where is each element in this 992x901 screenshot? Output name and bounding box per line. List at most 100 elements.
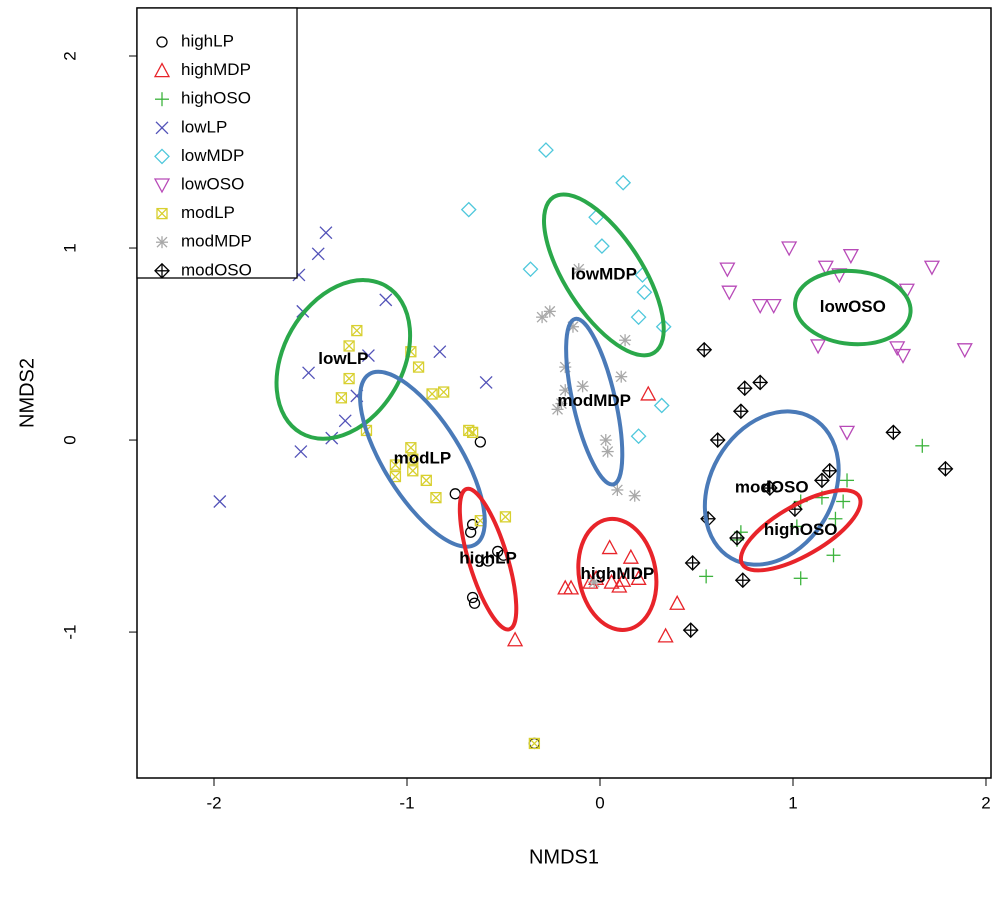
marker-part [528, 737, 541, 750]
marker-part [449, 488, 461, 500]
marker-part [552, 403, 563, 415]
point [538, 142, 554, 159]
marker-part [405, 442, 417, 454]
point [628, 489, 641, 502]
point [379, 293, 393, 307]
x-tick-label: 0 [595, 793, 604, 812]
point [319, 226, 333, 240]
marker-part [653, 397, 670, 414]
legend-marker [154, 262, 170, 279]
point [752, 298, 769, 315]
marker-part [630, 569, 647, 585]
marker-part [479, 375, 493, 389]
point [603, 573, 620, 589]
marker-part [405, 442, 417, 454]
marker-part [292, 268, 306, 282]
marker-part [438, 386, 450, 398]
ellipse [793, 268, 913, 347]
marker-part [602, 446, 614, 458]
legend-label: lowLP [181, 117, 227, 136]
plot-frame [136, 7, 992, 779]
marker-part [420, 474, 432, 486]
marker-part [154, 148, 170, 165]
point [351, 324, 363, 337]
marker-part [528, 737, 540, 749]
point [838, 425, 856, 441]
point [438, 386, 450, 398]
point [699, 569, 714, 584]
ellipse [564, 316, 625, 487]
point [885, 424, 902, 441]
marker-part [430, 492, 442, 504]
point [734, 572, 751, 589]
x-tick-label: -1 [399, 793, 414, 812]
marker-part [319, 226, 333, 240]
point [361, 349, 375, 363]
marker-part [588, 576, 600, 588]
marker-part [629, 490, 641, 502]
point [601, 539, 618, 555]
point [640, 385, 657, 401]
legend-marker [156, 236, 168, 249]
marker-part [294, 445, 308, 459]
legend-label: highLP [181, 31, 234, 50]
marker-part [302, 366, 316, 380]
point [781, 241, 798, 257]
marker-part [492, 545, 504, 558]
point [630, 569, 647, 585]
point [407, 465, 419, 477]
y-tick-label: 1 [60, 243, 79, 252]
ellipse [576, 516, 659, 632]
y-tick-label: 2 [60, 51, 79, 60]
point [506, 631, 524, 647]
point [588, 576, 601, 589]
marker-part [499, 511, 512, 523]
marker-part [407, 465, 419, 477]
point [915, 438, 930, 453]
point [482, 555, 494, 567]
point [696, 341, 713, 358]
point [474, 436, 486, 448]
point [430, 492, 442, 504]
marker-part [474, 436, 486, 448]
point [294, 445, 308, 459]
point [636, 284, 653, 301]
legend-label: lowMDP [181, 146, 244, 165]
marker-part [842, 249, 859, 265]
marker-part [619, 334, 631, 346]
marker-part [538, 142, 554, 159]
marker-part [615, 371, 627, 383]
marker-part [407, 453, 419, 465]
point [599, 434, 612, 447]
ellipse [274, 278, 413, 441]
point [412, 361, 425, 373]
point [840, 473, 855, 488]
ellipse [738, 488, 863, 573]
marker-part [781, 241, 798, 257]
point [433, 345, 447, 359]
marker-part [460, 201, 477, 218]
legend-marker [156, 207, 168, 220]
point [814, 472, 830, 489]
point [682, 622, 699, 639]
point [793, 571, 808, 586]
marker-part [343, 340, 355, 352]
marker-part [536, 311, 548, 323]
x-tick-label: 2 [981, 793, 990, 812]
point [732, 403, 749, 420]
marker-part [506, 631, 524, 647]
point [611, 577, 628, 593]
ellipse-label: modOSO [735, 478, 809, 497]
marker-part [611, 484, 623, 496]
legend-label: highOSO [181, 89, 251, 108]
marker-part [153, 178, 171, 194]
ellipse [457, 486, 519, 632]
point [653, 397, 670, 414]
point [630, 428, 647, 445]
marker-part [630, 309, 647, 326]
marker-part [343, 340, 355, 352]
marker-part [351, 325, 363, 337]
point [789, 519, 804, 534]
marker-part [468, 597, 481, 609]
